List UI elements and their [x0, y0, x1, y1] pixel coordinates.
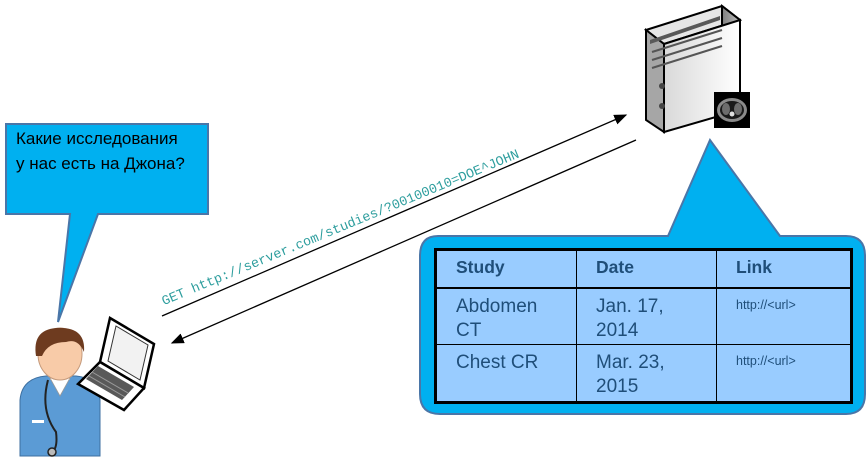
table-row: Chest CR Mar. 23, 2015 http://<url> [435, 344, 852, 403]
doctor-icon [19, 327, 101, 457]
question-bubble [5, 123, 209, 323]
study-name-line: Chest CR [456, 352, 539, 374]
question-text: Какие исследования у нас есть на Джона? [16, 126, 206, 176]
column-header-date: Date [576, 249, 717, 289]
studies-table: Study Date Link Abdomen CT Jan. 17, 2014… [434, 248, 853, 404]
study-name-line: CT [456, 320, 482, 341]
date-line: Jan. 17, [596, 296, 664, 317]
table-row: Abdomen CT Jan. 17, 2014 http://<url> [435, 287, 852, 346]
question-line-2: у нас есть на Джона? [16, 154, 185, 173]
column-header-study: Study [435, 249, 577, 289]
study-cell: Chest CR [435, 344, 577, 403]
study-cell: Abdomen CT [435, 287, 577, 346]
request-arrow [161, 114, 628, 317]
study-name-line: Abdomen [456, 296, 538, 317]
column-header-link: Link [716, 249, 852, 289]
question-line-1: Какие исследования [16, 129, 178, 148]
date-cell: Jan. 17, 2014 [576, 287, 717, 346]
table-header-row: Study Date Link [435, 249, 852, 289]
link-cell[interactable]: http://<url> [716, 344, 852, 403]
response-arrow [170, 139, 637, 344]
date-line: 2014 [596, 320, 639, 341]
ct-scan-icon [714, 92, 750, 128]
date-cell: Mar. 23, 2015 [576, 344, 717, 403]
link-cell[interactable]: http://<url> [716, 287, 852, 346]
date-line: Mar. 23, [596, 352, 665, 374]
date-line: 2015 [596, 376, 639, 398]
laptop-icon [75, 316, 156, 412]
